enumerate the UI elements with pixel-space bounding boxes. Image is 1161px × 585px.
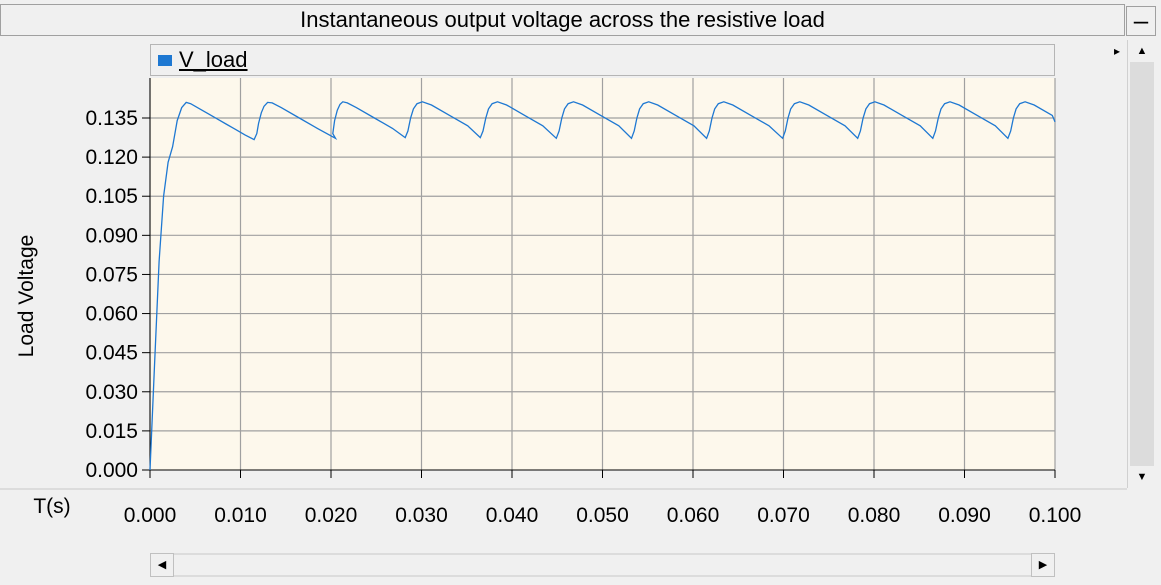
scroll-left-icon[interactable]: ◀ [150,553,174,577]
x-tick-label: 0.070 [757,504,810,527]
scroll-right-icon[interactable]: ▶ [1031,553,1055,577]
y-tick-label: 0.120 [85,146,138,169]
y-tick-label: 0.015 [85,420,138,443]
y-tick-label: 0.090 [85,224,138,247]
y-axis-title: Load Voltage [15,235,38,358]
x-axis-title: T(s) [33,495,70,518]
chart-window-title: Instantaneous output voltage across the … [0,4,1125,36]
y-tick-label: 0.075 [85,263,138,286]
minimize-button[interactable]: – [1126,6,1156,36]
scroll-up-icon[interactable]: ▲ [1136,45,1148,57]
legend-swatch-v-load [158,55,172,66]
y-tick-labels: 0.000 0.015 0.030 0.045 0.060 0.075 0.090 0.105… [85,107,138,482]
minimize-icon: – [1133,5,1149,35]
series-line-v-load [149,101,1056,471]
horizontal-scrollbar[interactable]: ◀ ▶ [150,553,1055,577]
x-tick-label: 0.000 [124,504,177,527]
vertical-scroll-track[interactable] [1130,62,1154,466]
x-tick-label: 0.040 [486,504,539,527]
x-tick-label: 0.050 [576,504,629,527]
x-tick-label: 0.100 [1029,504,1082,527]
y-tick-label: 0.105 [85,185,138,208]
y-tick-label: 0.030 [85,381,138,404]
legend-label-v-load[interactable]: V_load [179,47,248,72]
x-tick-label: 0.020 [305,504,358,527]
x-tick-label: 0.010 [214,504,267,527]
x-tick-label: 0.060 [667,504,720,527]
horizontal-scroll-thumb[interactable] [174,555,1031,575]
y-tick-label: 0.000 [85,459,138,482]
legend-expand-icon[interactable]: ▸ [1113,44,1121,58]
legend-bar: V_load [150,44,1055,76]
x-tick-label: 0.090 [938,504,991,527]
vertical-scrollbar[interactable]: ▲ ▼ [1127,40,1156,488]
x-tick-label: 0.030 [395,504,448,527]
window-title-text: Instantaneous output voltage across the … [300,7,825,32]
y-tick-label: 0.045 [85,342,138,365]
scroll-down-icon[interactable]: ▼ [1136,471,1148,483]
grid-lines [149,78,1056,470]
x-tick-label: 0.080 [848,504,901,527]
axis-ticks [0,78,1127,490]
y-tick-label: 0.135 [85,107,138,130]
y-tick-label: 0.060 [85,303,138,326]
x-tick-labels: 0.000 0.010 0.020 0.030 0.040 0.050 0.060 0.070… [124,504,1082,527]
